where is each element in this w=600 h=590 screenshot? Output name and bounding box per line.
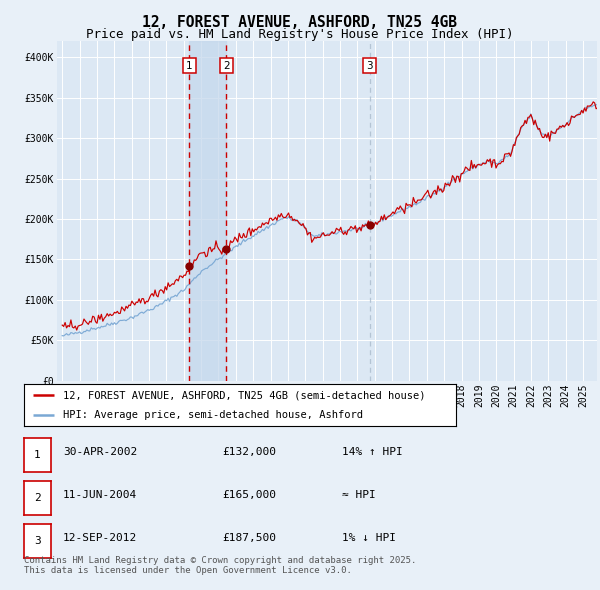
Text: ≈ HPI: ≈ HPI bbox=[342, 490, 376, 500]
Text: 12, FOREST AVENUE, ASHFORD, TN25 4GB: 12, FOREST AVENUE, ASHFORD, TN25 4GB bbox=[143, 15, 458, 30]
Text: 12, FOREST AVENUE, ASHFORD, TN25 4GB (semi-detached house): 12, FOREST AVENUE, ASHFORD, TN25 4GB (se… bbox=[63, 391, 425, 401]
Text: 12-SEP-2012: 12-SEP-2012 bbox=[63, 533, 137, 543]
Text: 1% ↓ HPI: 1% ↓ HPI bbox=[342, 533, 396, 543]
Text: £132,000: £132,000 bbox=[222, 447, 276, 457]
Text: £187,500: £187,500 bbox=[222, 533, 276, 543]
Text: 30-APR-2002: 30-APR-2002 bbox=[63, 447, 137, 457]
Text: 11-JUN-2004: 11-JUN-2004 bbox=[63, 490, 137, 500]
Text: Price paid vs. HM Land Registry's House Price Index (HPI): Price paid vs. HM Land Registry's House … bbox=[86, 28, 514, 41]
Text: 1: 1 bbox=[34, 450, 41, 460]
Bar bbox=[190, 41, 226, 381]
Text: 2: 2 bbox=[223, 61, 230, 71]
Text: 2: 2 bbox=[34, 493, 41, 503]
Text: Contains HM Land Registry data © Crown copyright and database right 2025.
This d: Contains HM Land Registry data © Crown c… bbox=[24, 556, 416, 575]
Text: 1: 1 bbox=[186, 61, 193, 71]
Text: £165,000: £165,000 bbox=[222, 490, 276, 500]
Text: HPI: Average price, semi-detached house, Ashford: HPI: Average price, semi-detached house,… bbox=[63, 410, 363, 420]
Text: 14% ↑ HPI: 14% ↑ HPI bbox=[342, 447, 403, 457]
Text: 3: 3 bbox=[34, 536, 41, 546]
Text: 3: 3 bbox=[366, 61, 373, 71]
